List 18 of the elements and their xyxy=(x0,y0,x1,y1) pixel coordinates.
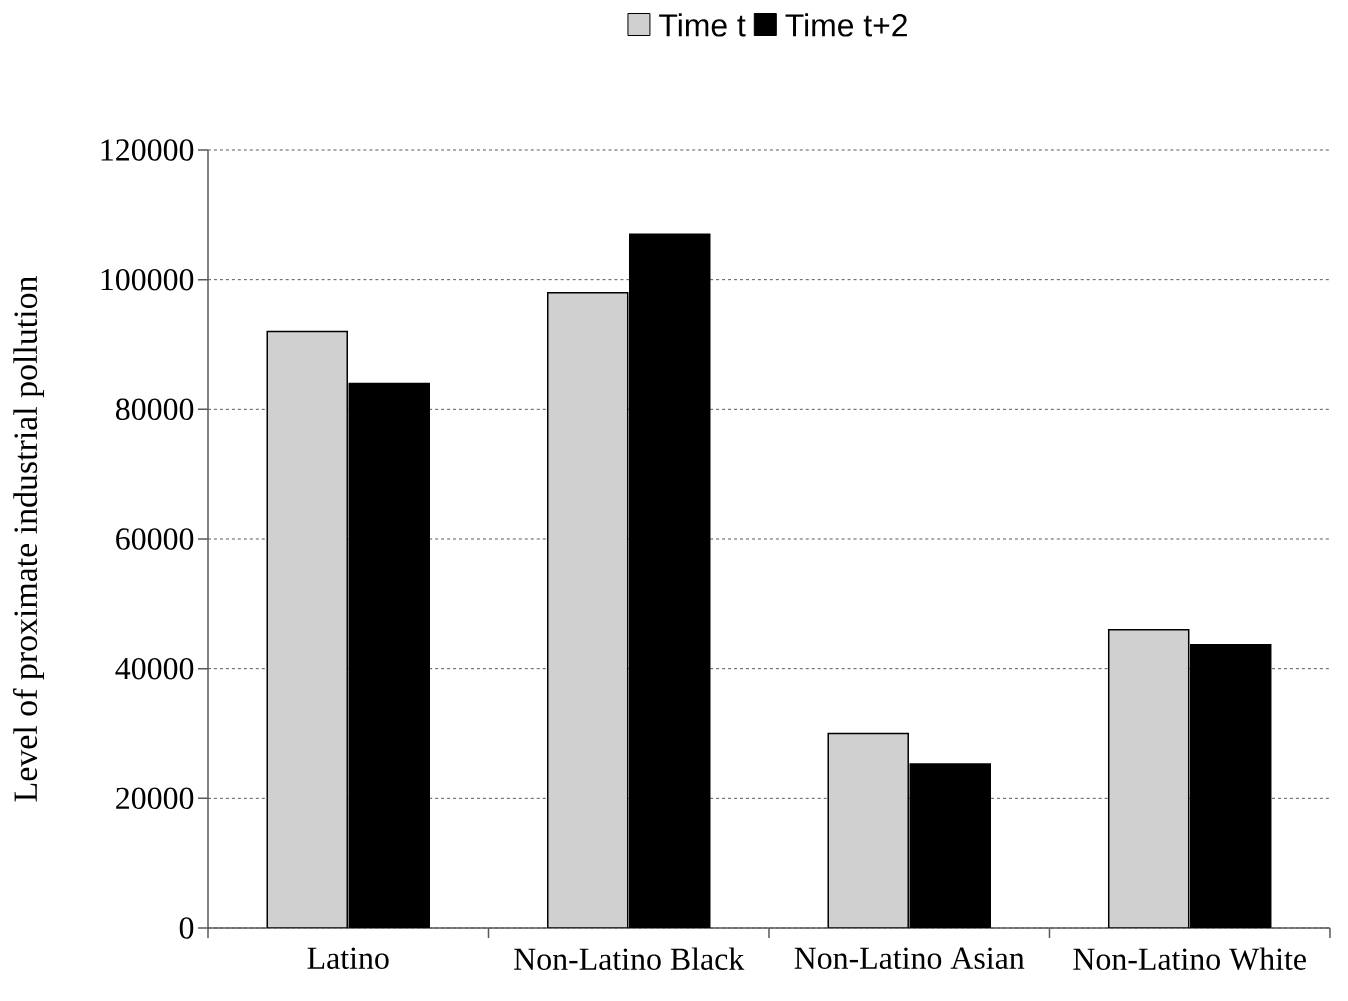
y-axis-title: Level of proximate industrial pollution xyxy=(12,276,45,802)
x-tick-label: Non-Latino White xyxy=(1073,947,1306,971)
y-tick-label: 100000 xyxy=(101,268,194,291)
bar xyxy=(827,732,909,928)
bar xyxy=(1107,629,1190,928)
y-tick-label: 40000 xyxy=(115,657,194,680)
y-tick-label: 80000 xyxy=(116,398,194,421)
legend-label: Time t+2 xyxy=(785,13,907,37)
bar xyxy=(266,330,348,928)
y-tick-label: 20000 xyxy=(116,787,194,810)
y-tick-label: 120000 xyxy=(101,139,194,161)
bar xyxy=(546,291,629,928)
x-tick-label: Non-Latino Black xyxy=(514,947,745,970)
y-tick-label: 0 xyxy=(179,917,194,939)
x-tick-label: Non-Latino Asian xyxy=(794,947,1025,969)
y-tick-label: 60000 xyxy=(116,528,194,550)
legend-label: Time t xyxy=(659,13,746,37)
x-tick-label: Latino xyxy=(307,947,389,969)
